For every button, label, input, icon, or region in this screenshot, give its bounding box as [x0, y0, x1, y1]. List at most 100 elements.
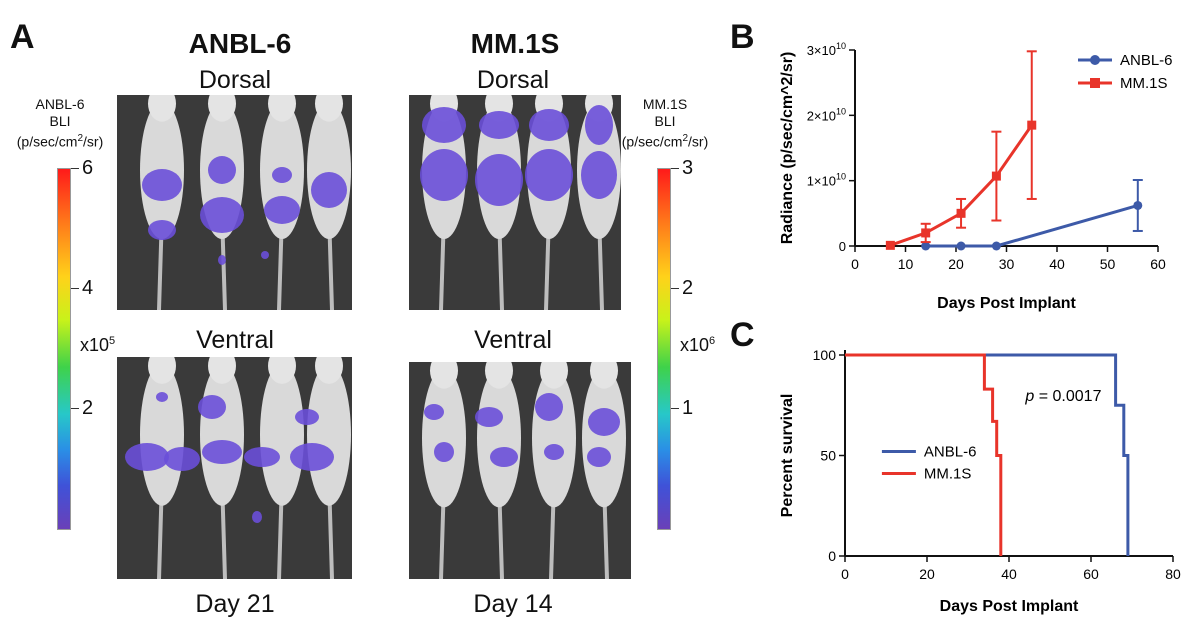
bli-signal: [490, 447, 518, 467]
bli-signal: [434, 442, 454, 462]
bli-signal: [142, 169, 182, 201]
mouse-body: [307, 363, 351, 506]
p-value-annotation: p = 0.0017: [1024, 388, 1101, 405]
mouse-body: [582, 368, 626, 508]
x-tick-label: 50: [1100, 256, 1116, 272]
mm1s-scale-tick: 3: [682, 157, 694, 179]
x-tick-label: 20: [948, 256, 964, 272]
bli-signal: [272, 167, 292, 183]
data-point: [1027, 120, 1037, 130]
bli-signal: [529, 109, 569, 141]
bli-signal: [475, 154, 523, 206]
mm1s-scale-tick: 1: [682, 397, 694, 419]
survival-line-anbl6: [845, 353, 1130, 556]
x-tick-label: 60: [1150, 256, 1166, 272]
mm1s-dorsal-label: Dorsal: [476, 66, 550, 94]
y-tick-label: 0: [839, 239, 846, 254]
bli-signal: [200, 197, 244, 233]
mm1s-dorsal-image: [409, 95, 621, 310]
anbl6-scale-multiplier: x105: [80, 335, 116, 355]
bli-signal: [588, 408, 620, 436]
x-tick-label: 40: [1001, 566, 1017, 582]
legend-label: MM.1S: [924, 466, 972, 483]
bli-signal: [261, 251, 269, 259]
bli-signal: [587, 447, 611, 467]
anbl6-ventral-image: [117, 357, 352, 579]
y-tick-label: 1×1010: [807, 172, 846, 189]
data-point: [885, 240, 895, 250]
bli-signal: [264, 196, 300, 224]
bli-signal: [198, 395, 226, 419]
bli-signal: [218, 255, 226, 265]
x-tick-label: 80: [1165, 566, 1181, 582]
x-tick-label: 0: [851, 256, 859, 272]
anbl6-scale-title: ANBL-6 BLI (p/sec/cm2/sr): [16, 96, 104, 150]
mouse-head: [268, 95, 296, 122]
data-point: [991, 171, 1001, 181]
bli-signal: [290, 443, 334, 471]
bli-signal: [311, 172, 347, 208]
y-tick-label: 2×1010: [807, 106, 846, 123]
mouse-body: [307, 101, 351, 240]
bli-signal: [202, 440, 242, 464]
bli-signal: [544, 444, 564, 460]
anbl6-dorsal-image: [117, 95, 352, 310]
mm1s-day-label: Day 14: [473, 590, 553, 618]
x-axis-title: Days Post Implant: [940, 598, 1079, 615]
anbl6-color-scale: [57, 168, 71, 530]
legend-marker: [1090, 78, 1100, 88]
mouse-head: [540, 362, 568, 389]
mouse-head: [208, 357, 236, 384]
series-line-anbl6: [925, 204, 1139, 248]
survival-chart: 0 20 40 60 80 0 50 100 Days Post Implant Percent …: [779, 347, 1181, 615]
bli-signal: [422, 107, 466, 143]
data-point: [991, 241, 1001, 251]
data-point: [921, 228, 931, 238]
data-point: [956, 241, 966, 251]
y-axis-title: Percent survival: [779, 394, 796, 518]
mouse-head: [590, 362, 618, 389]
y-tick-label: 50: [820, 448, 836, 464]
survival-line-mm1s: [845, 353, 1003, 556]
bli-signal: [208, 156, 236, 184]
mouse-body: [477, 368, 521, 508]
bli-signal: [244, 447, 280, 467]
panel-b-label: B: [730, 18, 755, 56]
y-tick-label: 0: [828, 548, 836, 564]
panel-c-label: C: [730, 316, 755, 354]
mm1s-ventral-label: Ventral: [474, 326, 552, 354]
mm1s-ventral-image: [409, 362, 631, 579]
mouse-head: [208, 95, 236, 122]
x-tick-label: 20: [919, 566, 935, 582]
bli-signal: [125, 443, 169, 471]
anbl6-column-title: ANBL-6: [188, 28, 292, 59]
mm1s-column-title: MM.1S: [470, 28, 560, 59]
x-tick-label: 30: [999, 256, 1015, 272]
anbl6-scale-tick: 2: [82, 397, 94, 419]
mouse-head: [430, 362, 458, 389]
bli-signal: [148, 220, 176, 240]
mouse-head: [315, 357, 343, 384]
legend-label: ANBL-6: [1120, 52, 1173, 69]
panel-a-label: A: [10, 18, 35, 56]
bli-signal: [525, 149, 573, 201]
mouse-head: [315, 95, 343, 122]
data-point: [921, 241, 931, 251]
x-tick-label: 60: [1083, 566, 1099, 582]
anbl6-day-label: Day 21: [195, 590, 275, 618]
mouse-body: [200, 363, 244, 506]
anbl6-scale-tick: 4: [82, 277, 94, 299]
bli-signal: [475, 407, 503, 427]
bli-signal: [585, 105, 613, 145]
bli-signal: [424, 404, 444, 420]
anbl6-scale-tick: 6: [82, 157, 94, 179]
bli-signal: [295, 409, 319, 425]
bli-signal: [164, 447, 200, 471]
bli-signal: [156, 392, 168, 402]
legend-label: MM.1S: [1120, 75, 1168, 92]
mouse-body: [140, 363, 184, 506]
legend-marker: [1090, 55, 1100, 65]
anbl6-dorsal-label: Dorsal: [198, 66, 272, 94]
anbl6-ventral-label: Ventral: [196, 326, 274, 354]
mouse-head: [485, 362, 513, 389]
